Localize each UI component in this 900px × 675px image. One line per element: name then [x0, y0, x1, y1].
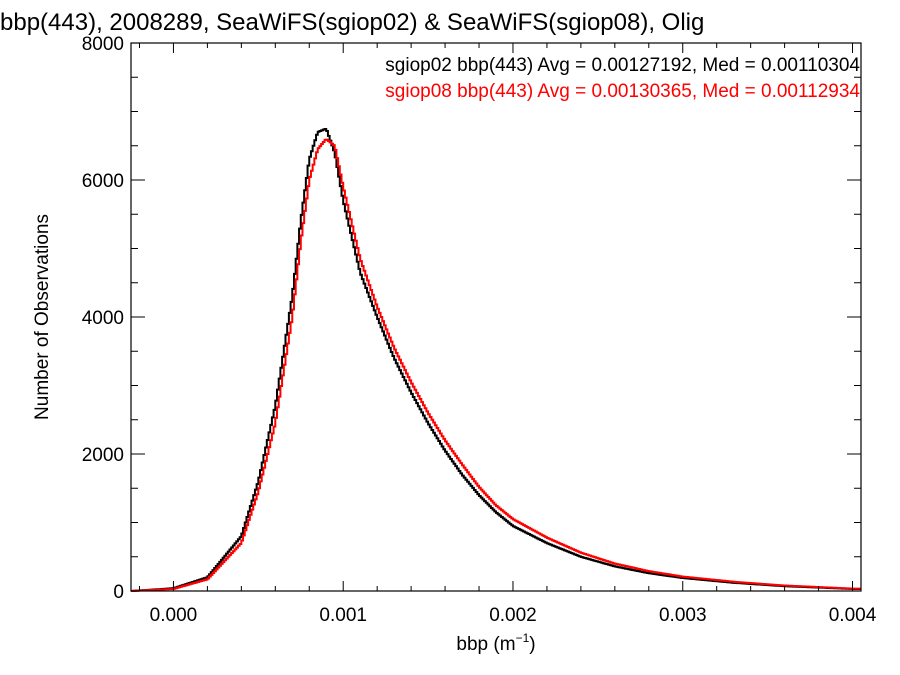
y-tick-label: 2000: [82, 445, 124, 466]
y-axis-label: Number of Observations: [32, 214, 53, 420]
chart-title: bbp(443), 2008289, SeaWiFS(sgiop02) & Se…: [0, 9, 704, 36]
x-axis-label-superscript: −1: [516, 631, 530, 645]
x-axis-label: bbp (m−1): [456, 631, 535, 655]
x-tick-label: 0.000: [150, 605, 198, 626]
sgiop08-stats-annotation: sgiop08 bbp(443) Avg = 0.00130365, Med =…: [385, 81, 860, 102]
x-axis-label-main: bbp (m: [456, 634, 515, 655]
ticks-layer: 0.000 0.001 0.002 0.003 0.004 0 2000 4000 6000 80…: [82, 34, 877, 626]
y-tick-label: 6000: [82, 171, 124, 192]
x-tick-label: 0.002: [489, 605, 537, 626]
x-axis-label-close: ): [529, 634, 535, 655]
y-tick-label: 8000: [82, 34, 124, 55]
y-tick-label: 0: [113, 582, 124, 603]
x-tick-label: 0.003: [659, 605, 707, 626]
series-line-sgiop08: [131, 138, 861, 592]
sgiop02-stats-annotation: sgiop02 bbp(443) Avg = 0.00127192, Med =…: [385, 55, 860, 76]
x-tick-label: 0.004: [829, 605, 877, 626]
y-tick-label: 4000: [82, 308, 124, 329]
series-layer: [131, 127, 861, 592]
x-tick-label: 0.001: [319, 605, 367, 626]
